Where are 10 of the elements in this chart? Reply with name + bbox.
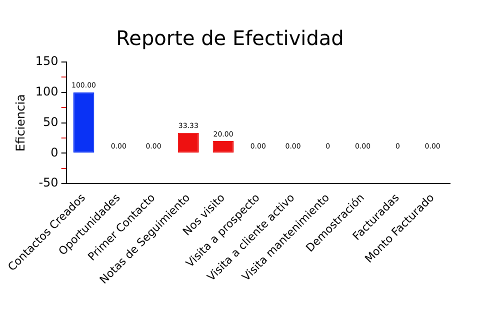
y-axis-title: Eficiencia <box>13 94 28 152</box>
y-tick-label: 0 <box>50 145 58 160</box>
chart-title: Reporte de Efectividad <box>116 26 344 50</box>
y-tick-label: 150 <box>35 54 58 68</box>
y-tick-label: 50 <box>43 114 58 129</box>
bar <box>178 132 199 153</box>
y-tick-label: -50 <box>38 176 58 190</box>
y-tick-label: 100 <box>35 84 58 99</box>
bar <box>212 141 234 153</box>
bar <box>73 92 94 153</box>
